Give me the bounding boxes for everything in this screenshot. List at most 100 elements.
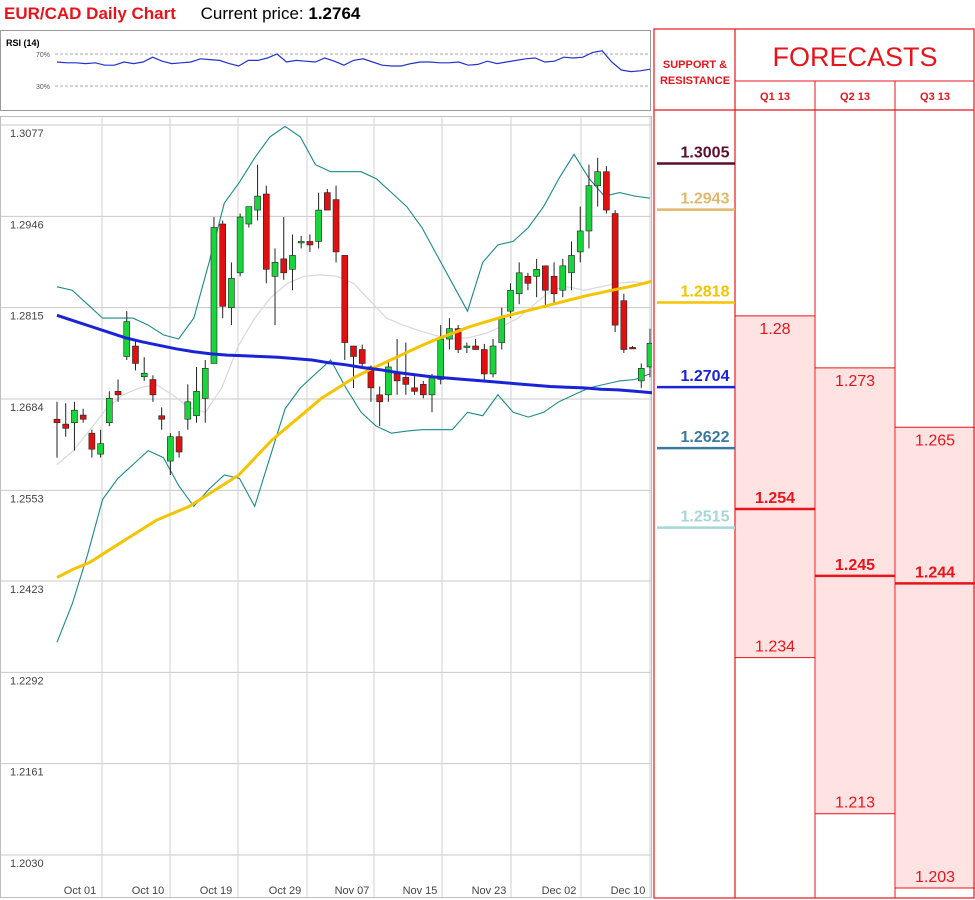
candle-body xyxy=(88,432,96,450)
candle-body xyxy=(489,345,497,375)
candle-body xyxy=(646,342,652,368)
candle-body xyxy=(297,241,305,244)
sr-title-line2: RESISTANCE xyxy=(660,75,730,87)
candle-body xyxy=(114,391,122,396)
sr-level-label: 1.2704 xyxy=(681,368,730,385)
candle-body xyxy=(175,436,183,453)
candle-body xyxy=(419,384,427,396)
candle-body xyxy=(245,206,253,225)
sr-level-label: 1.2515 xyxy=(681,509,730,526)
x-tick-label: Nov 07 xyxy=(335,885,370,897)
candle-body xyxy=(402,377,410,385)
price-chart: 1.3077 1.2946 1.2815 1.2684 1.2553 1.2423 1.22… xyxy=(0,116,652,898)
current-price-label: Current price: xyxy=(200,4,304,23)
forecast-range xyxy=(736,315,815,658)
forecast-panel: SUPPORT & RESISTANCE FORECASTS Q1 13 Q2 1… xyxy=(653,28,975,899)
candle-body xyxy=(533,269,540,277)
forecast-grid xyxy=(653,28,975,899)
candle-body xyxy=(507,289,514,312)
candle-body xyxy=(376,394,383,403)
rsi-level-30: 30% xyxy=(36,84,50,91)
y-tick-label: 1.2292 xyxy=(10,675,44,687)
x-tick-label: Oct 29 xyxy=(269,885,301,897)
y-tick-label: 1.3077 xyxy=(10,128,44,140)
candle-body xyxy=(306,241,314,246)
y-axis-ticks: 1.3077 1.2946 1.2815 1.2684 1.2553 1.2423 1.22… xyxy=(10,128,44,870)
rsi-panel: RSI (14) 70% 30% xyxy=(0,30,651,111)
quarter-header: Q3 13 xyxy=(920,91,950,103)
support-resistance-levels: 1.3005 1.2943 1.2818 1.2704 1.2622 1.2515 xyxy=(657,145,735,529)
y-tick-label: 1.2815 xyxy=(10,311,44,323)
candle-body xyxy=(463,345,471,348)
candle-body xyxy=(193,391,200,417)
forecast-mid-label: 1.254 xyxy=(755,490,795,507)
x-tick-label: Oct 10 xyxy=(132,885,164,897)
candle-body xyxy=(219,223,226,307)
quarter-header: Q2 13 xyxy=(840,91,870,103)
rsi-frame xyxy=(0,30,651,111)
y-tick-label: 1.2946 xyxy=(10,219,44,231)
candle-body xyxy=(428,377,436,396)
quarter-header: Q1 13 xyxy=(760,91,790,103)
candle-body xyxy=(97,443,104,455)
forecast-mid-label: 1.245 xyxy=(835,557,875,574)
candle-body xyxy=(611,213,619,326)
candle-body xyxy=(254,195,261,211)
forecast-low-label: 1.203 xyxy=(915,869,955,886)
candle-body xyxy=(437,338,445,380)
rsi-level-70: 70% xyxy=(36,52,50,59)
y-tick-label: 1.2161 xyxy=(10,767,44,779)
candle-body xyxy=(524,275,532,284)
sr-title-line1: SUPPORT & xyxy=(663,59,727,71)
candle-body xyxy=(559,265,567,291)
x-tick-label: Dec 02 xyxy=(542,885,577,897)
forecast-low-label: 1.213 xyxy=(835,795,875,812)
candle-body xyxy=(576,230,584,253)
candle-body xyxy=(289,255,296,270)
candle-body xyxy=(594,171,601,186)
candle-body xyxy=(515,272,523,295)
candle-body xyxy=(167,436,174,462)
x-tick-label: Oct 19 xyxy=(200,885,232,897)
candle-body xyxy=(350,345,357,357)
candle-body xyxy=(637,368,645,382)
candle-body xyxy=(62,423,70,429)
forecast-mid-label: 1.244 xyxy=(915,564,955,581)
x-tick-label: Dec 10 xyxy=(611,885,646,897)
ma-fast-line xyxy=(56,279,652,579)
candle-body xyxy=(132,345,139,364)
chart-title: EUR/CAD Daily Chart xyxy=(4,4,176,23)
bollinger-lower-line xyxy=(56,359,651,643)
candle-body xyxy=(585,185,593,232)
rsi-line xyxy=(56,50,651,73)
chart-header: EUR/CAD Daily Chart Current price: 1.276… xyxy=(4,4,360,24)
candle-body xyxy=(53,418,61,424)
candle-body xyxy=(236,216,244,274)
y-tick-label: 1.2423 xyxy=(10,584,44,596)
candle-body xyxy=(550,275,558,295)
y-tick-label: 1.2553 xyxy=(10,493,44,505)
candle-body xyxy=(472,345,479,350)
forecast-ranges xyxy=(736,315,975,888)
forecast-high-label: 1.265 xyxy=(915,432,955,449)
candle-body xyxy=(324,192,331,211)
candle-body xyxy=(315,209,322,242)
current-price-value: 1.2764 xyxy=(308,4,361,23)
candle-body xyxy=(620,300,628,350)
forecast-range xyxy=(896,427,975,888)
forecast-high-label: 1.28 xyxy=(759,321,790,338)
candle-body xyxy=(280,258,288,274)
x-tick-label: Nov 23 xyxy=(472,885,507,897)
candle-body xyxy=(568,255,575,274)
candle-body xyxy=(210,227,218,364)
candle-body xyxy=(481,349,488,375)
candle-body xyxy=(184,401,192,420)
rsi-label: RSI (14) xyxy=(6,38,40,48)
candle-body xyxy=(358,349,366,364)
candle-body xyxy=(341,255,349,343)
candle-body xyxy=(140,372,148,378)
candle-body xyxy=(393,373,401,382)
x-tick-label: Oct 01 xyxy=(64,885,96,897)
candle-body xyxy=(71,409,78,424)
candle-body xyxy=(385,366,392,396)
